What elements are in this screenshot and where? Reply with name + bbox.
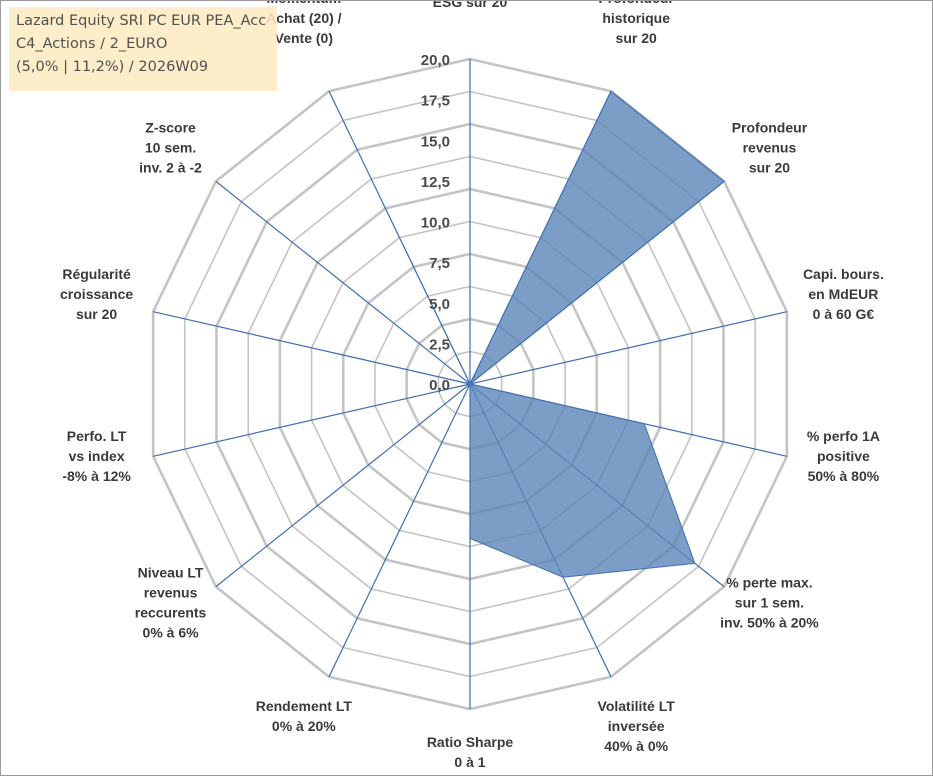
r-tick-label: 5,0: [429, 296, 450, 313]
r-tick-label: 10,0: [421, 215, 450, 232]
r-tick-label: 12,5: [421, 174, 450, 191]
axis-label: Perfo. LT vs index -8% à 12%: [62, 428, 131, 484]
axis-label: Régularité croissance sur 20: [60, 266, 133, 322]
axis-spoke: [153, 383, 471, 457]
data-point: [469, 383, 471, 385]
axis-spoke: [215, 180, 471, 385]
axis-label: Capi. bours. en MdEUR 0 à 60 G€: [803, 266, 884, 322]
axis-spoke: [215, 383, 471, 588]
axis-label: Z-score 10 sem. inv. 2 à -2: [139, 119, 202, 175]
data-point: [694, 562, 696, 565]
r-tick-label: 7,5: [429, 255, 450, 272]
r-tick-label: 20,0: [421, 52, 450, 69]
data-point: [643, 422, 646, 425]
label-layer: NoteESG sur 20 Profondeurhistoriquesur 20…: [60, 1, 884, 770]
chart-title-line-2: C4_Actions / 2_EURO: [16, 36, 168, 52]
r-tick-label: 17,5: [421, 93, 450, 110]
data-point: [562, 576, 564, 579]
chart-title-line-1: Lazard Equity SRI PC EUR PEA_Acc: [16, 13, 267, 29]
data-point: [332, 352, 335, 354]
series-area: [333, 90, 725, 578]
axis-label: Profondeur revenus sur 20: [732, 119, 808, 175]
data-point: [610, 90, 612, 92]
axis-spoke: [328, 383, 471, 678]
axis-label: % perte max. sur 1 sem. inv. 50% à 20%: [720, 575, 819, 631]
axis-label: NoteESG sur 20: [433, 1, 508, 10]
chart-title-line-3: (5,0% | 11,2%) / 2026W09: [16, 59, 209, 75]
axis-spoke: [469, 311, 787, 385]
axis-label: MomentumAchat (20) /Vente (0): [266, 1, 342, 46]
axis-label: Volatilité LT inversée 40% à 0%: [598, 698, 676, 754]
r-tick-label: 15,0: [421, 133, 450, 150]
r-tick-label: 0,0: [429, 377, 450, 394]
r-tick-label: 2,5: [429, 336, 450, 353]
data-point: [469, 537, 471, 540]
axis-label: % perfo 1A positive 50% à 80%: [807, 428, 880, 484]
data-point: [402, 244, 404, 246]
axis-label: Ratio Sharpe 0 à 1: [427, 734, 514, 770]
axis-label: Niveau LT revenus reccurents 0% à 6%: [135, 565, 207, 641]
axis-label: Profondeurhistoriquesur 20: [598, 1, 674, 46]
data-point: [723, 180, 725, 183]
tick-layer: 0,0 2,5 5,0 7,5 10,0 12,5 15,0 17,5 20,0: [421, 52, 450, 394]
axis-label: Rendement LT 0% à 20%: [256, 698, 353, 734]
chart-title-box: Lazard Equity SRI PC EUR PEA_Acc C4_Acti…: [9, 7, 277, 91]
area-layer: [332, 90, 725, 579]
